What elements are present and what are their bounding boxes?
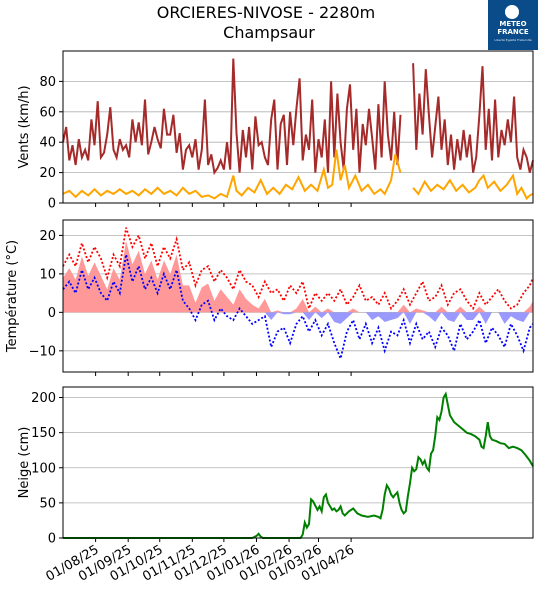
panel-frame — [62, 50, 534, 204]
logo-line1: METEO — [499, 20, 527, 28]
series-line-snow — [63, 391, 534, 539]
logo-tagline: Liberté Égalité Fraternité — [494, 38, 532, 42]
series-line-mean — [412, 173, 534, 201]
y-tick-label: 150 — [31, 426, 56, 441]
y-tick-label: −10 — [29, 344, 56, 359]
y-tick-label: 200 — [31, 391, 56, 406]
y-tick-label: 80 — [39, 75, 56, 90]
y-tick-label: 0 — [48, 306, 56, 321]
panel-2: −10 0 10 20 Température (°C) — [5, 219, 534, 376]
y-axis-label: Vents (km/h) — [17, 85, 32, 168]
chart-title: ORCIERES-NIVOSE - 2280m — [157, 3, 376, 22]
panels-group: 0 20 40 60 80 Vents (km/h) −10 0 10 20 Température… — [5, 50, 534, 585]
series-line-max — [412, 63, 534, 173]
y-tick-label: 0 — [48, 197, 56, 212]
area-positive — [63, 241, 533, 313]
panel-frame — [62, 219, 534, 373]
series-line-min — [62, 254, 534, 362]
series-line-max — [62, 227, 534, 312]
logo-line2: FRANCE — [497, 28, 529, 36]
y-tick-label: 50 — [39, 496, 56, 511]
chart-subtitle: Champsaur — [223, 23, 315, 42]
panel-3: 0 50 100 150 200 Neige (cm) — [17, 386, 534, 547]
logo-emblem-icon — [505, 5, 519, 19]
series-line-mean — [62, 149, 402, 200]
panel-frame — [62, 386, 534, 539]
meteo-france-logo: METEO FRANCE Liberté Égalité Fraternité — [488, 0, 538, 50]
y-tick-label: 20 — [39, 166, 56, 181]
area-negative — [63, 312, 533, 324]
series-line-max — [62, 58, 402, 176]
y-tick-label: 100 — [31, 461, 56, 476]
y-tick-label: 20 — [39, 229, 56, 244]
y-axis-label: Température (°C) — [5, 240, 20, 353]
y-tick-label: 10 — [39, 267, 56, 282]
y-tick-label: 40 — [39, 136, 56, 151]
y-axis-label: Neige (cm) — [17, 427, 32, 499]
y-tick-label: 60 — [39, 105, 56, 120]
panel-1: 0 20 40 60 80 Vents (km/h) — [17, 50, 534, 212]
y-tick-label: 0 — [48, 532, 56, 547]
